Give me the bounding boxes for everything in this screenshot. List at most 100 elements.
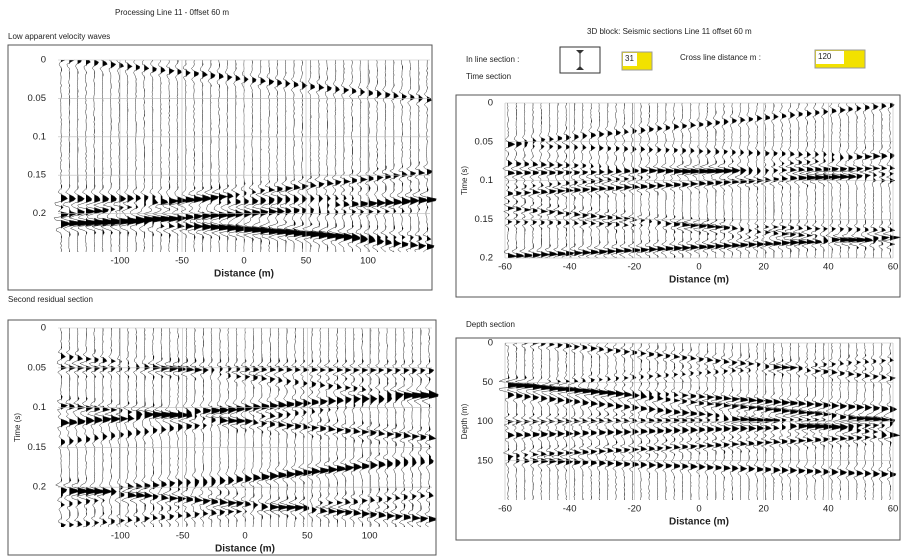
inline-label: In line section : xyxy=(466,55,519,64)
x-tick-label: -100 xyxy=(111,531,130,542)
trace-fill xyxy=(393,60,403,252)
trace xyxy=(75,327,101,528)
trace xyxy=(883,343,901,501)
trace-fill xyxy=(261,328,270,527)
trace xyxy=(278,327,300,527)
x-tick-label: -20 xyxy=(627,262,641,273)
trace-fill xyxy=(310,60,326,252)
trace xyxy=(128,327,147,528)
trace xyxy=(302,59,326,252)
trace xyxy=(337,59,355,253)
window-title: Processing Line 11 - 0ffset 60 m xyxy=(115,8,229,17)
x-tick-label: 50 xyxy=(301,256,312,267)
x-tick-label: 60 xyxy=(888,262,899,273)
trace xyxy=(218,59,243,253)
x-tick-label: 20 xyxy=(758,504,769,515)
y-tick-label: 0.15 xyxy=(475,214,494,225)
crossline-input-field xyxy=(816,51,844,64)
x-tick-label: -40 xyxy=(563,262,577,273)
trace-fill xyxy=(236,328,248,527)
x-tick-label: -20 xyxy=(627,504,641,515)
trace xyxy=(412,59,429,253)
trace xyxy=(251,59,280,253)
trace xyxy=(283,59,312,252)
trace xyxy=(59,59,81,253)
x-tick-label: 40 xyxy=(823,262,834,273)
trace xyxy=(314,327,330,528)
trace xyxy=(346,59,361,253)
trace xyxy=(306,328,323,528)
panel-frame xyxy=(7,44,433,291)
trace xyxy=(270,327,291,528)
trace-fill xyxy=(311,328,322,527)
trace-fill xyxy=(740,343,751,500)
trace xyxy=(188,327,204,527)
section-icon[interactable] xyxy=(559,46,601,74)
x-tick-label: 100 xyxy=(360,256,376,267)
trace xyxy=(419,60,437,253)
trace-fill xyxy=(395,328,404,527)
y-tick-label: 0 xyxy=(41,55,46,66)
y-tick-label: 0.1 xyxy=(33,402,46,413)
trace-fill xyxy=(823,103,837,258)
trace xyxy=(348,327,363,528)
trace xyxy=(229,327,249,528)
trace xyxy=(248,328,263,528)
trace-fill xyxy=(343,60,355,252)
trace-fill xyxy=(723,343,732,500)
trace xyxy=(91,59,122,253)
inline-value: 31 xyxy=(625,54,634,63)
crossline-value: 120 xyxy=(818,52,832,61)
inline-input-field xyxy=(623,53,637,66)
trace xyxy=(55,327,71,528)
x-tick-label: 40 xyxy=(823,504,834,515)
x-tick-label: 50 xyxy=(302,531,313,542)
trace xyxy=(298,327,314,528)
trace-fill xyxy=(715,103,727,258)
x-tick-label: -40 xyxy=(563,504,577,515)
trace xyxy=(288,327,307,528)
trace xyxy=(114,327,130,528)
y-axis-label: Time (s) xyxy=(13,413,22,442)
trace-fill xyxy=(318,60,334,252)
trace xyxy=(396,327,416,528)
y-tick-label: 0.05 xyxy=(475,136,494,147)
trace-fill xyxy=(186,328,195,527)
x-tick-label: -100 xyxy=(110,256,129,267)
trace xyxy=(413,327,433,528)
trace xyxy=(160,59,181,253)
trace xyxy=(177,327,195,528)
trace-fill xyxy=(245,328,254,527)
trace xyxy=(242,59,270,253)
x-axis-label: Distance (m) xyxy=(669,517,729,528)
trace xyxy=(210,59,233,253)
trace xyxy=(205,327,222,528)
x-tick-label: -60 xyxy=(498,262,512,273)
trace-fill xyxy=(335,60,347,252)
trace xyxy=(258,59,288,253)
trace xyxy=(239,327,254,528)
trace xyxy=(136,327,156,528)
trace xyxy=(162,327,184,528)
panel-frame xyxy=(455,94,901,298)
x-tick-label: 60 xyxy=(888,504,899,515)
trace xyxy=(355,59,369,253)
x-tick-label: 0 xyxy=(242,531,247,542)
y-tick-label: 0.2 xyxy=(33,208,46,219)
x-tick-label: 0 xyxy=(696,504,701,515)
x-tick-label: -60 xyxy=(498,504,512,515)
trace xyxy=(187,59,206,253)
trace xyxy=(169,328,188,528)
panel-title: Low apparent velocity waves xyxy=(8,32,110,41)
y-tick-label: 0.1 xyxy=(33,131,46,142)
trace xyxy=(262,328,282,528)
y-tick-label: 0.2 xyxy=(480,253,493,264)
x-tick-label: -50 xyxy=(176,531,190,542)
y-tick-label: 150 xyxy=(477,455,493,466)
y-tick-label: 100 xyxy=(477,416,493,427)
x-tick-label: 100 xyxy=(362,531,378,542)
y-tick-label: 0.15 xyxy=(28,170,47,181)
trace-fill xyxy=(352,60,360,252)
trace xyxy=(311,59,334,253)
